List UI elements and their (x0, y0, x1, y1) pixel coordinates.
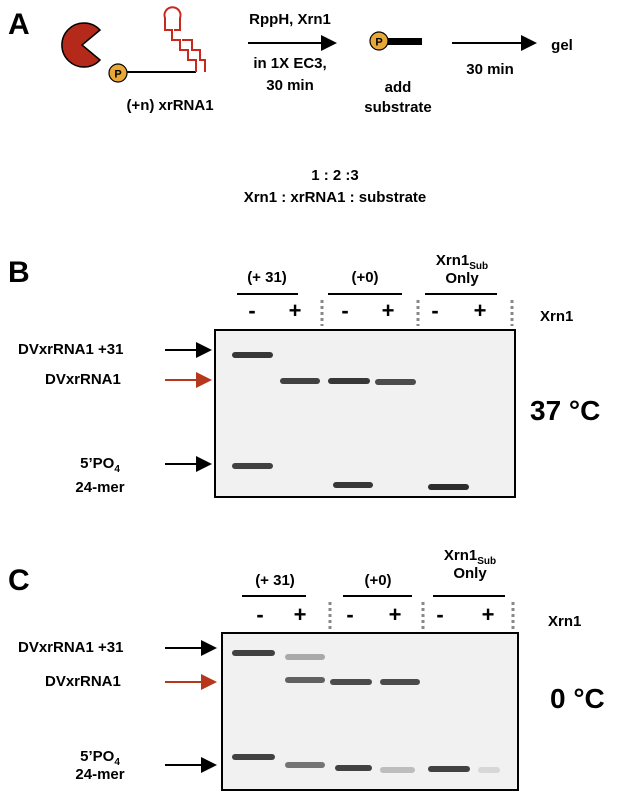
group-label: Only (453, 565, 487, 582)
phosphate-label: P (375, 37, 382, 49)
gel-band (232, 463, 273, 469)
gel-band (380, 679, 420, 685)
lane-sign: + (474, 298, 487, 323)
lane-sign: - (256, 602, 263, 627)
ratio-legend: Xrn1 : xrRNA1 : substrate (244, 189, 427, 206)
band-label: 5’PO4 (80, 748, 120, 768)
substrate-label: substrate (364, 99, 432, 116)
lane-sign: + (382, 298, 395, 323)
lane-sign: - (431, 298, 438, 323)
gel-band (428, 766, 470, 772)
gel-band (232, 650, 275, 656)
group-label: (+ 31) (255, 572, 295, 589)
band-name: 5’PO (80, 455, 115, 472)
lane-sign: - (341, 298, 348, 323)
temperature: 0 °C (550, 683, 605, 714)
substrate-icon (386, 38, 422, 45)
gel-band (428, 484, 469, 490)
lane-sign: + (294, 602, 307, 627)
group-name: Xrn1 (436, 252, 469, 269)
lane-sign: + (389, 602, 402, 627)
group-label: Xrn1Sub (436, 252, 488, 272)
substrate-label: add (385, 79, 412, 96)
gel-band (285, 762, 325, 768)
temperature: 37 °C (530, 395, 600, 426)
gel-band (285, 654, 325, 660)
group-label: (+ 31) (247, 269, 287, 286)
gel-band (285, 677, 325, 683)
step-label: RppH, Xrn1 (249, 11, 331, 28)
group-name: Xrn1 (444, 547, 477, 564)
gel (221, 632, 519, 791)
gel-band (232, 754, 275, 760)
lane-axis: Xrn1 (548, 613, 581, 630)
lane-sign: + (482, 602, 495, 627)
band-label: 24-mer (75, 766, 124, 783)
group-subscript: Sub (477, 556, 496, 567)
phosphate-icon (108, 63, 128, 83)
band-subscript: 4 (114, 464, 120, 475)
band-label: 5’PO4 (80, 455, 120, 475)
phosphate-label: P (114, 69, 121, 81)
band-label: 24-mer (75, 479, 124, 496)
band-label: DVxrRNA1 (45, 673, 121, 690)
gel-band (280, 378, 320, 384)
panel-label: C (8, 564, 30, 597)
group-label: Xrn1Sub (444, 547, 496, 567)
gel-band (380, 767, 415, 773)
band-subscript: 4 (114, 757, 120, 768)
group-label: (+0) (364, 572, 391, 589)
phosphate-icon (369, 31, 389, 51)
panel-a: A P (+n) xrRNA1 RppH, Xrn1 in 1X EC3, 30… (8, 6, 573, 206)
rna-label: (+n) xrRNA1 (126, 97, 213, 114)
lane-sign: - (248, 298, 255, 323)
lane-sign: - (346, 602, 353, 627)
gel-band (478, 767, 500, 773)
step-label: 30 min (466, 61, 514, 78)
gel-band (330, 679, 372, 685)
gel-band (375, 379, 416, 385)
gel-band (333, 482, 373, 488)
band-label: DVxrRNA1 (45, 371, 121, 388)
end-label: gel (551, 37, 573, 54)
gel-band (328, 378, 370, 384)
panel-label: B (8, 256, 30, 289)
group-label: Only (445, 270, 479, 287)
xrrna-structure (163, 6, 206, 72)
xrn1-icon (61, 22, 102, 68)
step-label: in 1X EC3, (253, 55, 326, 72)
lane-sign: + (289, 298, 302, 323)
step-label: 30 min (266, 77, 314, 94)
group-label: (+0) (351, 269, 378, 286)
band-label: DVxrRNA1 +31 (18, 639, 123, 656)
ratio: 1 : 2 :3 (311, 167, 359, 184)
band-label: DVxrRNA1 +31 (18, 341, 123, 358)
panel-label: A (8, 8, 30, 41)
gel-band (335, 765, 372, 771)
band-name: 5’PO (80, 748, 115, 765)
gel-band (232, 352, 273, 358)
lane-sign: - (436, 602, 443, 627)
lane-axis: Xrn1 (540, 308, 573, 325)
group-subscript: Sub (469, 261, 488, 272)
